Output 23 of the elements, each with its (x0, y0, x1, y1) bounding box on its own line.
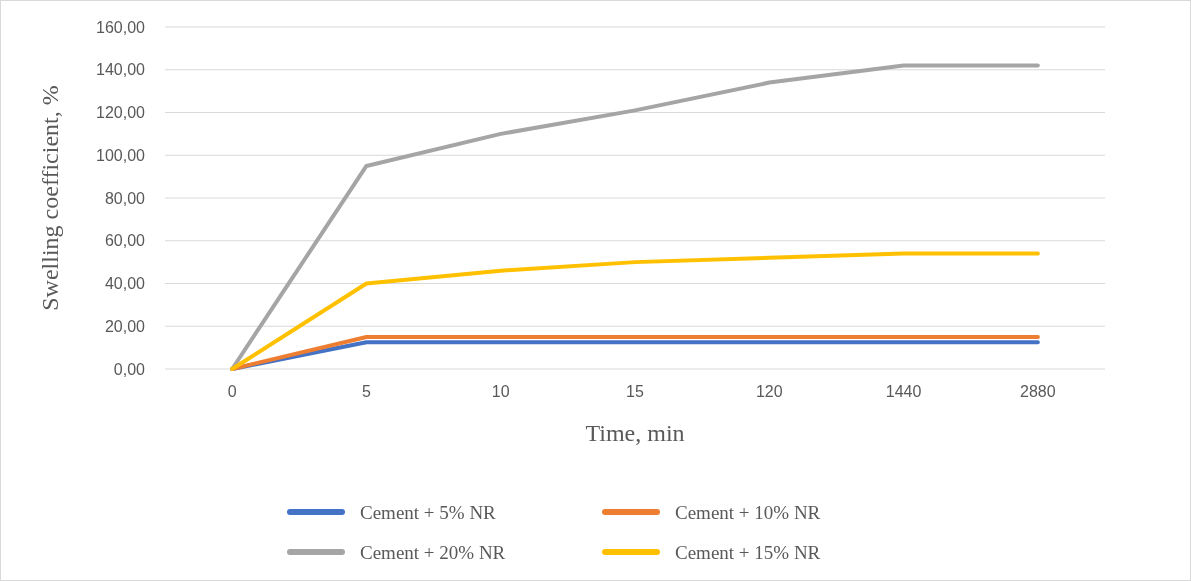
y-tick-label: 20,00 (104, 317, 146, 335)
x-tick-label: 5 (361, 383, 371, 400)
x-tick-label: 10 (491, 383, 510, 400)
legend-label: Cement + 5% NR (360, 501, 497, 523)
legend-label: Cement + 10% NR (675, 501, 821, 523)
y-tick-label: 140,00 (96, 61, 146, 79)
y-tick-label: 120,00 (96, 104, 146, 122)
y-axis-title: Swelling coefficient, % (37, 85, 63, 311)
x-tick-label: 120 (755, 383, 783, 400)
x-tick-label: 0 (227, 383, 237, 400)
x-axis-title: Time, min (585, 420, 685, 446)
legend-label: Cement + 20% NR (360, 541, 506, 563)
y-tick-label: 160,00 (96, 18, 146, 36)
line-series (230, 251, 1040, 371)
x-tick-label: 15 (626, 383, 644, 400)
x-tick-label: 1440 (885, 383, 922, 400)
y-tick-label: 40,00 (104, 275, 146, 293)
legend-label: Cement + 15% NR (675, 541, 821, 563)
x-tick-label: 2880 (1020, 383, 1056, 400)
y-tick-label: 60,00 (104, 232, 146, 250)
y-tick-label: 100,00 (96, 146, 146, 164)
y-tick-label: 0,00 (113, 360, 146, 378)
y-tick-label: 80,00 (104, 189, 146, 207)
